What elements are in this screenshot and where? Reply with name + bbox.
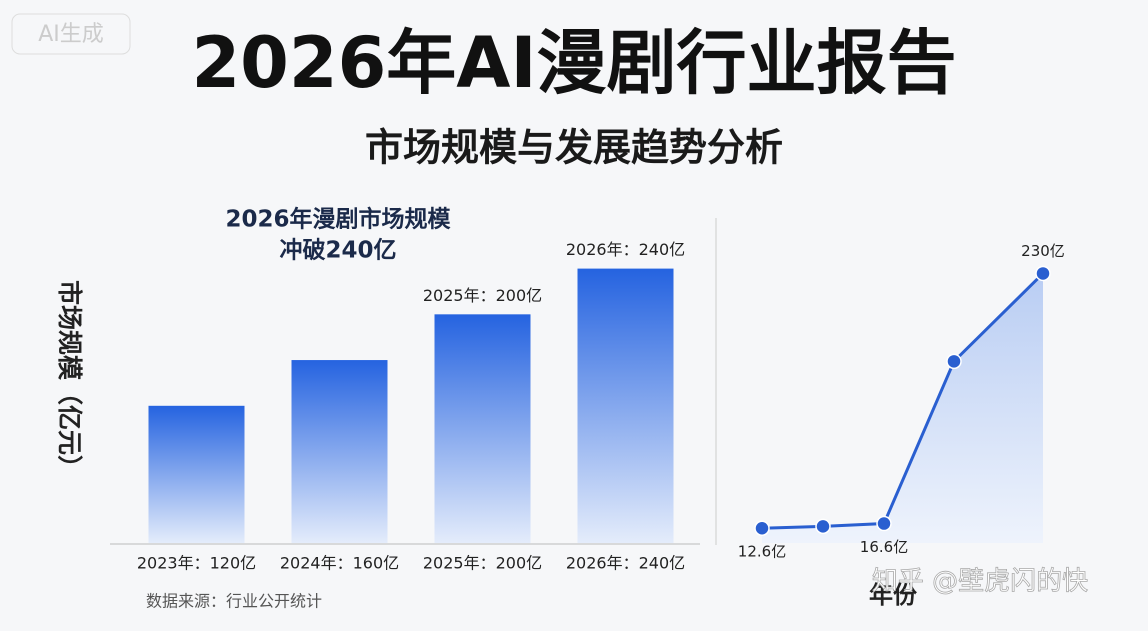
credit: 知乎 @壁虎闪的快 [872, 567, 1088, 597]
data-label: 16.6亿 [860, 538, 908, 556]
watermark: AI生成 [38, 22, 104, 47]
annotation: 2026年漫剧市场规模 [225, 206, 451, 233]
bar [148, 405, 245, 543]
x-tick-label: 2025年：200亿 [423, 554, 542, 573]
x-tick-label: 2026年：240亿 [566, 554, 685, 573]
x-axis-title: 年份 [869, 581, 918, 609]
x-tick-label: 2024年：160亿 [280, 554, 399, 573]
data-label: 12.6亿 [738, 543, 786, 561]
watermark-box [11, 13, 131, 55]
point [754, 520, 770, 536]
subtitle: 市场规模与发展趋势分析 [365, 126, 783, 170]
point [1035, 265, 1051, 282]
title: 2026年AI漫剧行业报告 [191, 22, 956, 104]
y-axis-title: 市场规模（亿元） [55, 280, 84, 480]
point [876, 515, 892, 532]
bar [577, 268, 674, 543]
source: 数据来源：行业公开统计 [146, 592, 322, 611]
area [762, 273, 1043, 543]
bar [291, 360, 388, 543]
point [815, 518, 831, 535]
bar [434, 314, 531, 543]
data-label: 230亿 [1021, 242, 1065, 260]
annotation: 冲破240亿 [279, 237, 396, 264]
point [946, 353, 962, 370]
x-tick-label: 2023年：120亿 [137, 554, 256, 573]
data-label: 2025年：200亿 [423, 286, 542, 305]
data-label: 2026年：240亿 [566, 240, 685, 259]
